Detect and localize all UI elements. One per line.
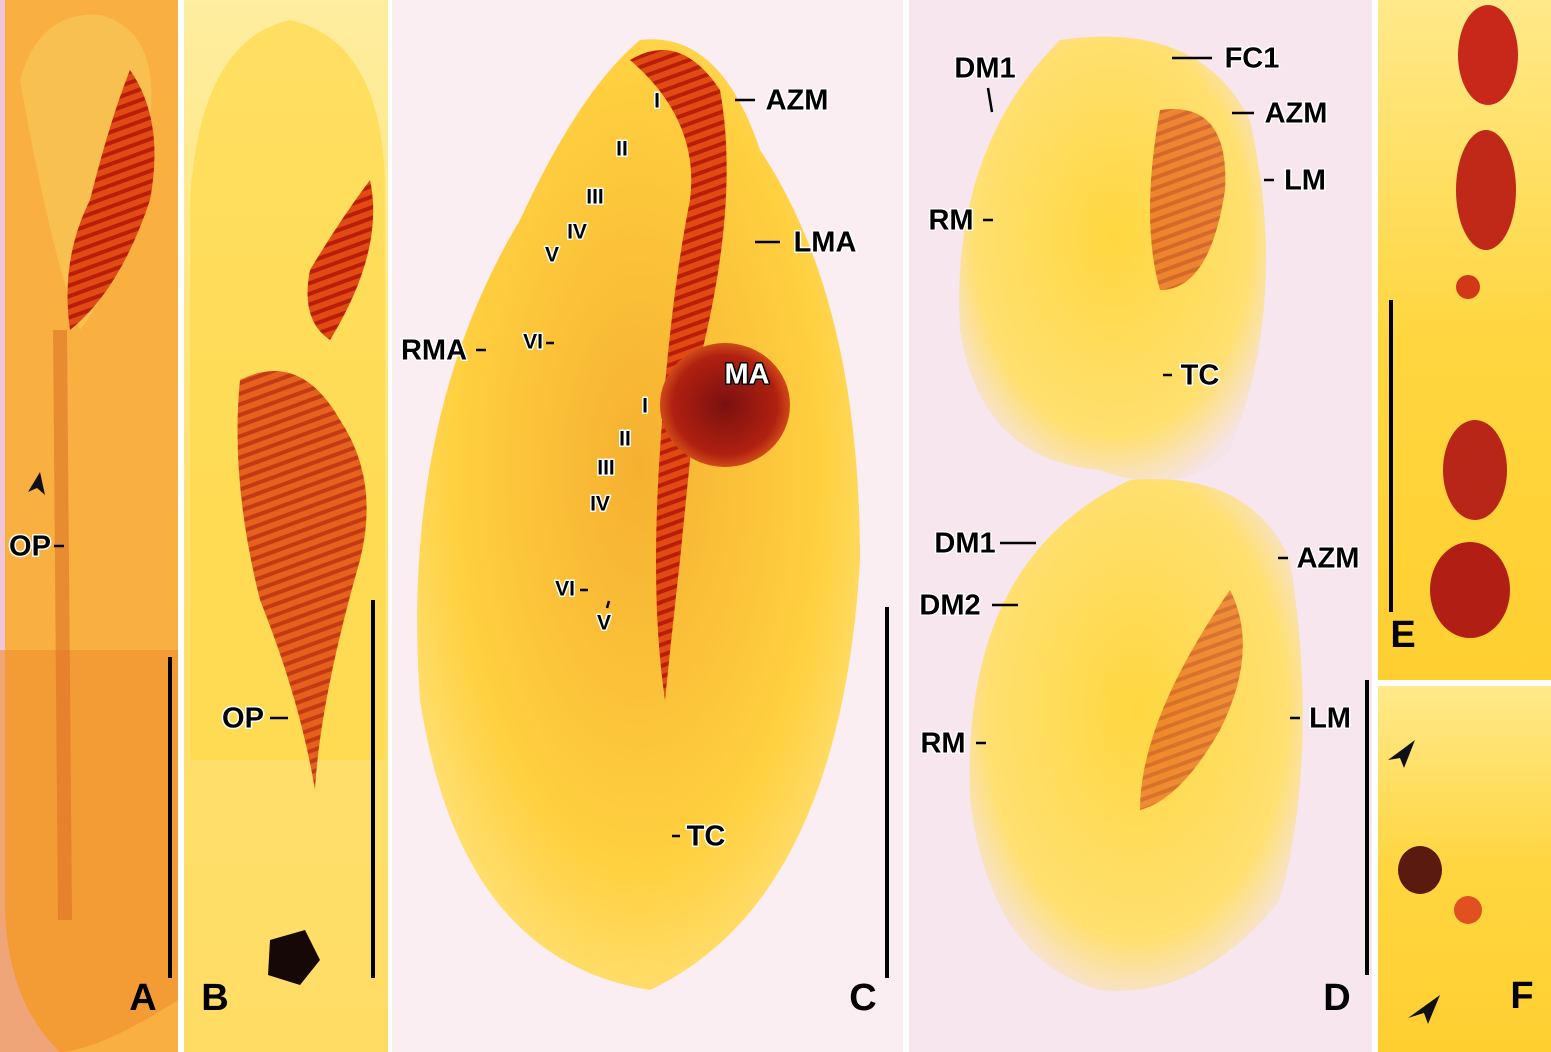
panel-f: F <box>1378 686 1551 1052</box>
nuclear-segment <box>1456 130 1516 250</box>
panel-letter: E <box>1390 614 1415 656</box>
roman-label: VI <box>523 331 543 354</box>
panel-b: OP B <box>184 0 388 1052</box>
oral-primordium <box>237 371 367 790</box>
arrowhead <box>28 472 45 495</box>
arrowhead <box>1388 740 1415 768</box>
structure-label: RM <box>920 728 965 760</box>
dark-inclusion <box>268 930 320 985</box>
cirral-row <box>53 329 72 921</box>
structure-label: MA <box>724 359 769 391</box>
label-leader <box>986 87 994 113</box>
structure-label: OP <box>222 703 264 735</box>
macronucleus <box>660 343 790 467</box>
cell-body <box>417 39 860 990</box>
micronucleus <box>1454 896 1482 924</box>
adoral-zone <box>307 180 374 340</box>
roman-label: III <box>597 457 615 480</box>
panel-letter: C <box>849 977 876 1019</box>
nuclear-segment <box>1458 5 1518 105</box>
panel-letter: F <box>1510 975 1533 1017</box>
micronucleus <box>1456 275 1480 299</box>
structure-label: RM <box>928 205 973 237</box>
structure-label: DM1 <box>954 53 1015 85</box>
roman-label: I <box>642 395 648 418</box>
panel-a: OP A <box>0 0 178 1052</box>
structure-label: DM2 <box>919 590 980 622</box>
structure-label: TC <box>1181 360 1220 392</box>
roman-label: III <box>586 186 604 209</box>
nuclear-segment <box>1443 420 1507 520</box>
roman-label: I <box>654 90 660 113</box>
structure-label: LM <box>1309 703 1351 735</box>
roman-label: V <box>545 244 559 267</box>
structure-label: LMA <box>794 227 857 259</box>
nuclear-segment <box>1430 542 1510 638</box>
panel-e: E <box>1378 0 1551 680</box>
panel-c: I AZM II III IV V LMA RMA VI MA I II III… <box>392 0 903 1052</box>
structure-label: AZM <box>1265 98 1328 130</box>
structure-label: AZM <box>766 85 829 117</box>
panel-letter: B <box>201 977 228 1019</box>
roman-label: II <box>619 428 631 451</box>
roman-label: IV <box>567 221 587 244</box>
panel-letter: D <box>1323 977 1350 1019</box>
roman-label: VI <box>555 578 575 601</box>
structure-label: OP <box>9 531 51 563</box>
nucleus <box>1398 846 1442 894</box>
adoral-zone <box>1140 590 1243 810</box>
adoral-zone <box>67 70 155 330</box>
arrowhead <box>1408 995 1440 1024</box>
panel-d: DM1 FC1 AZM LM RM TC DM1 DM2 AZM LM RM D <box>909 0 1372 1052</box>
structure-label: RMA <box>401 335 467 367</box>
structure-label: LM <box>1284 165 1326 197</box>
structure-label: FC1 <box>1225 43 1280 75</box>
structure-label: TC <box>687 821 726 853</box>
structure-label: AZM <box>1297 543 1360 575</box>
panel-letter: A <box>129 977 156 1019</box>
label-leader <box>605 600 611 609</box>
adoral-zone <box>1150 109 1226 290</box>
roman-label: V <box>597 612 611 635</box>
cell-posterior <box>0 650 178 1052</box>
structure-label: DM1 <box>934 528 995 560</box>
roman-label: IV <box>590 493 610 516</box>
roman-label: II <box>616 138 628 161</box>
